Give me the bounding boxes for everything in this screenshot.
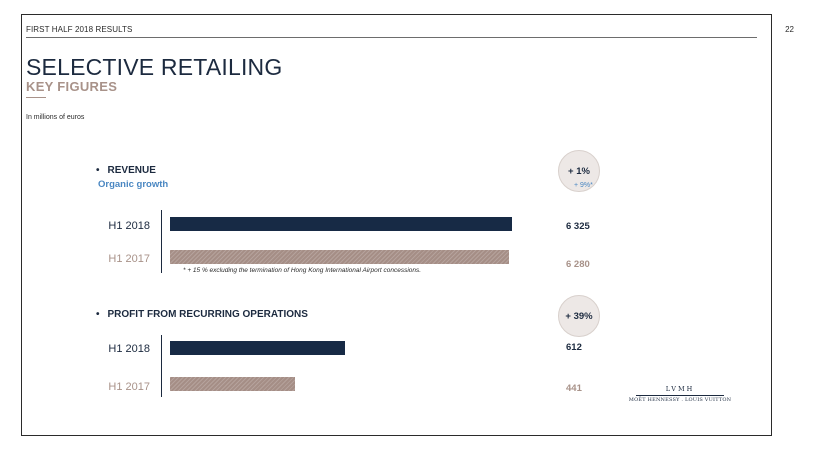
profit-value-h1-2017: 441	[566, 383, 582, 394]
profit-value-h1-2018: 612	[566, 342, 582, 353]
profit-axis-line	[161, 335, 162, 397]
footnote: * + 15 % excluding the termination of Ho…	[183, 267, 422, 274]
revenue-bar-h1-2018	[170, 217, 512, 231]
revenue-axis-line	[161, 210, 162, 273]
profit-title: PROFIT FROM RECURRING OPERATIONS	[107, 309, 308, 320]
revenue-value-h1-2018: 6 325	[566, 221, 590, 232]
revenue-label-h1-2018: H1 2018	[108, 220, 150, 232]
page-number: 22	[785, 25, 794, 34]
revenue-title: REVENUE	[107, 165, 156, 176]
page-subtitle: KEY FIGURES	[26, 79, 118, 94]
organic-growth-value: + 9%*	[574, 182, 593, 189]
profit-change-badge: + 39%	[558, 295, 600, 337]
section-header: FIRST HALF 2018 RESULTS	[26, 25, 133, 34]
logo-wordmark: LVMH	[665, 385, 695, 393]
subtitle-rule	[26, 97, 46, 98]
header-rule	[26, 37, 757, 38]
bullet-icon: •	[96, 309, 100, 320]
profit-label-h1-2018: H1 2018	[108, 343, 150, 355]
revenue-change-badge: + 1%	[558, 150, 600, 192]
revenue-value-h1-2017: 6 280	[566, 259, 590, 270]
units-note: In millions of euros	[26, 114, 85, 121]
profit-label-h1-2017: H1 2017	[108, 381, 150, 393]
bullet-icon: •	[96, 165, 100, 176]
organic-growth-label: Organic growth	[98, 179, 169, 190]
profit-bar-h1-2017	[170, 377, 295, 391]
profit-section-title: • PROFIT FROM RECURRING OPERATIONS	[96, 309, 308, 320]
profit-bar-h1-2018	[170, 341, 345, 355]
revenue-label-h1-2017: H1 2017	[108, 253, 150, 265]
revenue-bar-h1-2017	[170, 250, 509, 264]
logo-tagline: MOËT HENNESSY . LOUIS VUITTON	[628, 397, 732, 403]
lvmh-logo: LVMH MOËT HENNESSY . LOUIS VUITTON	[628, 385, 732, 403]
logo-rule	[636, 395, 724, 396]
page-title: SELECTIVE RETAILING	[26, 54, 283, 80]
revenue-section-title: • REVENUE	[96, 165, 156, 176]
